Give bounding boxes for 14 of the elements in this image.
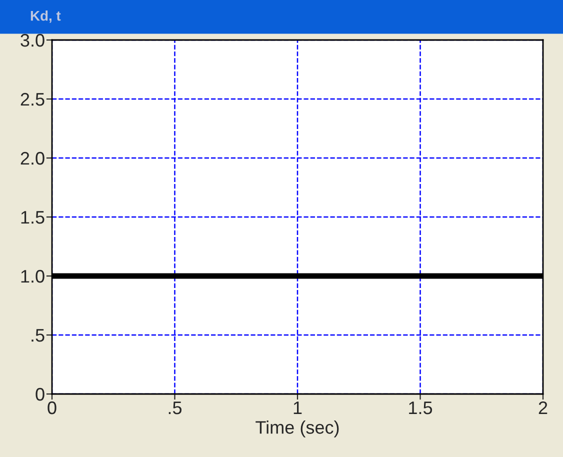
y-tick-label: 0: [36, 388, 44, 401]
x-tick-label: 1.5: [409, 402, 432, 414]
y-tick-label: 2.0: [20, 152, 44, 165]
y-tick-label: 1.5: [21, 211, 44, 224]
x-tick-label: .5: [168, 402, 182, 414]
x-axis-title: Time (sec): [256, 420, 339, 438]
x-tick-label: 1: [294, 402, 302, 414]
y-tick-label: 2.5: [20, 92, 44, 106]
x-tick-label: 0: [48, 401, 56, 414]
x-tick-label: 2: [538, 401, 548, 414]
y-tick-label: 1.0: [21, 270, 44, 283]
chart-title: Kd, t: [30, 10, 61, 23]
y-tick-label: .5: [32, 329, 44, 342]
y-tick-label: 3.0: [20, 34, 44, 47]
